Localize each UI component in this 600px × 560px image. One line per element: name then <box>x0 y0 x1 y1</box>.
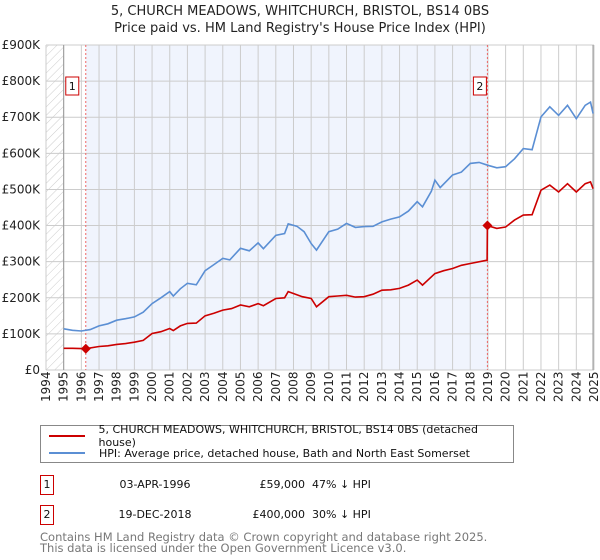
transaction-date: 03-APR-1996 <box>119 478 191 491</box>
legend-item-hpi: HPI: Average price, detached house, Bath… <box>49 445 470 461</box>
sale-badge-label: 2 <box>476 80 483 93</box>
transaction-date: 19-DEC-2018 <box>118 508 192 521</box>
x-tick-label: 2011 <box>340 371 354 402</box>
legend-swatch-red <box>49 435 85 437</box>
transaction-price: £59,000 <box>259 478 306 491</box>
transaction-hpi-diff: 30% ↓ HPI <box>312 508 371 521</box>
x-tick-label: 1997 <box>92 371 106 402</box>
x-tick-label: 2004 <box>216 371 230 402</box>
series-line-price-paid <box>63 180 594 350</box>
legend-label: 5, CHURCH MEADOWS, WHITCHURCH, BRISTOL, … <box>98 423 478 449</box>
y-tick-label: £800K <box>2 74 42 88</box>
footer-licence: This data is licensed under the Open Gov… <box>40 541 407 555</box>
x-tick-label: 2025 <box>587 371 600 402</box>
sale-badge <box>472 76 487 96</box>
x-tick-label: 2023 <box>552 371 566 402</box>
x-tick-label: 1999 <box>127 371 141 402</box>
x-tick-label: 2002 <box>180 371 194 402</box>
x-tick-label: 2003 <box>198 371 212 402</box>
x-tick-label: 2019 <box>481 371 495 402</box>
series-line-hpi <box>63 100 594 332</box>
x-tick-label: 2000 <box>145 371 159 402</box>
transaction-badge: 1 <box>40 475 54 495</box>
x-tick-label: 2005 <box>233 371 247 402</box>
x-tick-label: 2009 <box>304 371 318 402</box>
y-tick-label: £400K <box>2 219 42 233</box>
x-tick-label: 2007 <box>269 371 283 402</box>
x-tick-label: 2006 <box>251 371 265 402</box>
chart-subtitle: Price paid vs. HM Land Registry's House … <box>114 21 486 36</box>
y-tick-label: £100K <box>2 327 42 341</box>
y-tick-label: £600K <box>2 146 42 160</box>
x-tick-label: 1994 <box>39 371 53 402</box>
chart-title: 5, CHURCH MEADOWS, WHITCHURCH, BRISTOL, … <box>110 4 490 19</box>
x-tick-label: 2012 <box>357 371 371 402</box>
legend-swatch-blue <box>49 452 85 454</box>
x-tick-label: 2014 <box>393 371 407 402</box>
legend-label: HPI: Average price, detached house, Bath… <box>99 446 470 460</box>
x-tick-label: 1996 <box>74 371 88 402</box>
x-tick-label: 2021 <box>516 371 530 402</box>
footer-copyright: Contains HM Land Registry data © Crown c… <box>40 530 488 544</box>
transaction-price: £400,000 <box>252 508 306 521</box>
price-chart: 1 2 1994 1995 1996 1997 1998 1999 2000 2001 2002 20… <box>2 38 600 402</box>
x-tick-label: 2010 <box>322 371 336 402</box>
hatched-no-data-region <box>46 45 64 370</box>
y-tick-label: £500K <box>2 182 42 196</box>
x-tick-label: 2001 <box>163 371 177 402</box>
transaction-badge: 2 <box>40 505 54 525</box>
y-tick-label: £700K <box>2 110 42 124</box>
y-tick-label: £200K <box>2 291 42 305</box>
y-tick-label: £0 <box>25 363 40 377</box>
x-tick-label: 1995 <box>57 371 71 402</box>
x-tick-label: 2015 <box>410 371 424 402</box>
legend: 5, CHURCH MEADOWS, WHITCHURCH, BRISTOL, … <box>40 423 514 463</box>
x-tick-label: 2024 <box>569 371 583 402</box>
transaction-hpi-diff: 47% ↓ HPI <box>312 478 371 491</box>
sale-badge <box>65 76 80 96</box>
x-tick-label: 2018 <box>463 371 477 402</box>
shaded-ownership-region <box>85 45 488 370</box>
x-tick-label: 2013 <box>375 371 389 402</box>
y-tick-label: £300K <box>2 255 42 269</box>
sale-point <box>80 343 91 354</box>
x-tick-label: 1998 <box>110 371 124 402</box>
x-tick-label: 2016 <box>428 371 442 402</box>
x-tick-label: 2022 <box>534 371 548 402</box>
legend-item-price-paid: 5, CHURCH MEADOWS, WHITCHURCH, BRISTOL, … <box>49 423 513 449</box>
sale-badge-label: 1 <box>69 80 76 93</box>
y-tick-label: £900K <box>2 38 42 52</box>
x-tick-label: 2020 <box>499 371 513 402</box>
x-tick-label: 2008 <box>286 371 300 402</box>
sale-point <box>482 220 493 231</box>
x-tick-label: 2017 <box>446 371 460 402</box>
